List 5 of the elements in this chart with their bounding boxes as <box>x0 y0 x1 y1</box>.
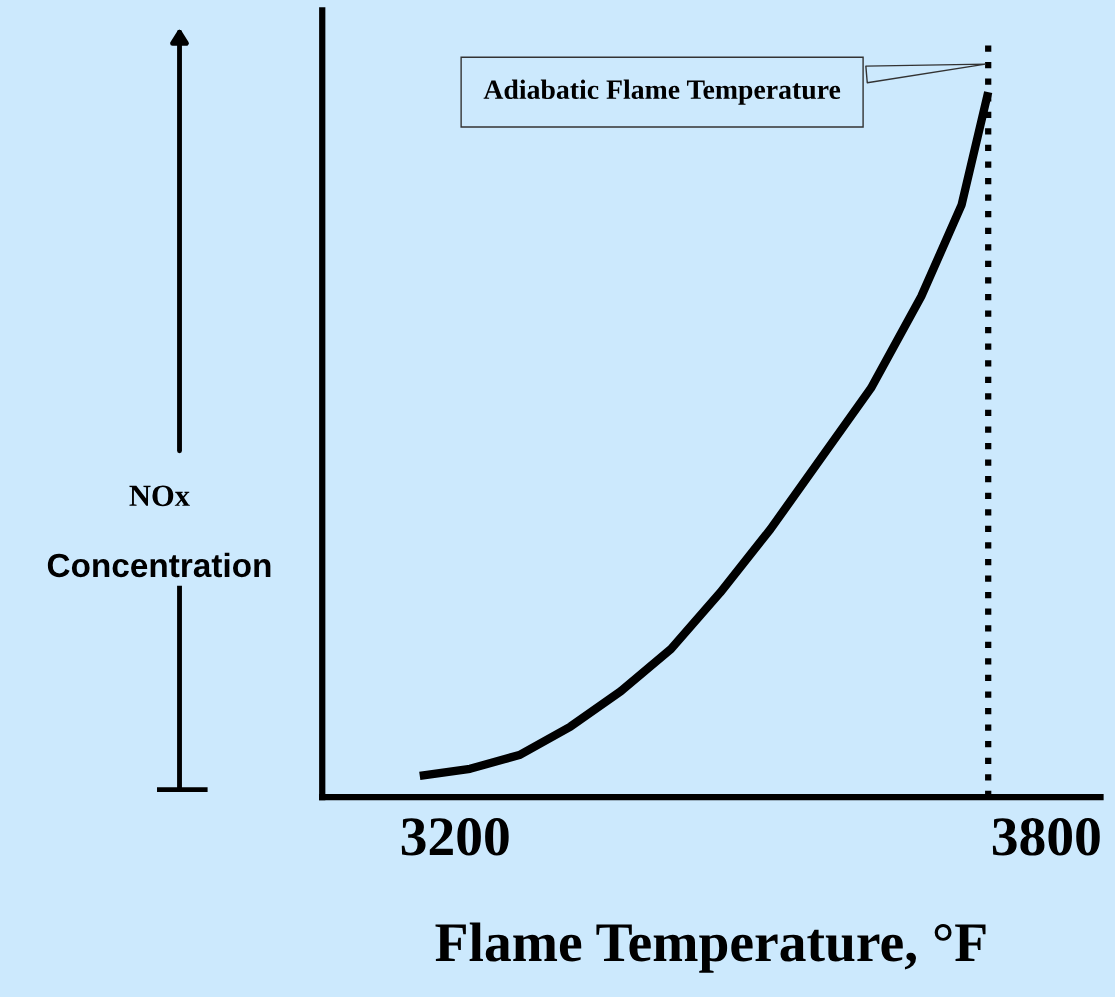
x-tick-label: 3200 <box>401 818 509 856</box>
ref-line-label: Adiabatic Flame Temperature <box>483 79 841 105</box>
text: NOx Concentration <box>47 485 271 578</box>
x-axis-title: Flame Temperature, °F <box>435 922 986 973</box>
x-tick-label: 3800 <box>992 818 1100 856</box>
